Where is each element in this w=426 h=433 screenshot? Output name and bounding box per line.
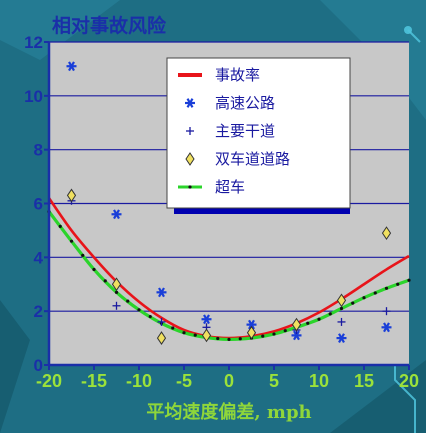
y-tick-label: 0 bbox=[34, 356, 43, 375]
data-point bbox=[111, 209, 122, 220]
series-point bbox=[283, 329, 287, 333]
data-point bbox=[246, 325, 257, 340]
series-point bbox=[182, 331, 186, 335]
data-point bbox=[291, 317, 302, 332]
x-tick-label: 0 bbox=[224, 371, 234, 391]
y-tick-label: 12 bbox=[24, 33, 43, 52]
y-tick-label: 10 bbox=[24, 87, 43, 106]
y-tick-label: 6 bbox=[34, 195, 43, 214]
legend-label: 双车道道路 bbox=[215, 150, 290, 168]
data-point bbox=[381, 226, 392, 241]
series-point bbox=[306, 321, 310, 325]
data-point bbox=[112, 301, 121, 310]
y-tick-label: 8 bbox=[34, 141, 43, 160]
series-point bbox=[227, 337, 231, 342]
x-tick-label: -15 bbox=[81, 371, 107, 391]
series-point bbox=[384, 286, 389, 290]
data-point bbox=[291, 330, 302, 341]
legend-swatch bbox=[186, 127, 194, 135]
data-point bbox=[201, 314, 212, 325]
series-point bbox=[193, 333, 197, 337]
series-point bbox=[216, 336, 220, 341]
x-tick-label: 20 bbox=[399, 371, 419, 391]
legend-label: 主要干道 bbox=[215, 122, 275, 140]
series-point bbox=[407, 278, 411, 282]
series-point bbox=[272, 332, 276, 336]
data-point bbox=[66, 188, 77, 203]
legend-swatch bbox=[185, 152, 195, 166]
legend-label: 超车 bbox=[215, 178, 245, 196]
x-tick-label: 15 bbox=[354, 371, 374, 391]
data-point bbox=[381, 322, 392, 333]
data-point bbox=[201, 328, 212, 343]
legend-swatch-dot bbox=[188, 185, 192, 189]
legend-swatch bbox=[185, 98, 195, 108]
data-point bbox=[336, 333, 347, 343]
series-point bbox=[126, 299, 130, 303]
series-point bbox=[103, 279, 107, 283]
legend-label: 高速公路 bbox=[215, 94, 275, 112]
x-tick-label: -5 bbox=[176, 371, 192, 391]
series-point bbox=[351, 301, 355, 305]
data-point bbox=[66, 61, 77, 72]
series-point bbox=[362, 296, 366, 300]
y-tick-label: 4 bbox=[34, 248, 44, 267]
x-tick-label: 10 bbox=[309, 371, 329, 391]
y-tick-label: 2 bbox=[34, 302, 43, 321]
series-point bbox=[238, 337, 242, 341]
series-point bbox=[148, 314, 152, 319]
x-tick-label: 5 bbox=[269, 371, 279, 391]
data-point bbox=[156, 287, 167, 298]
legend-box bbox=[166, 57, 351, 209]
data-point bbox=[156, 331, 167, 345]
series-point bbox=[396, 282, 400, 286]
series-point bbox=[92, 267, 96, 272]
series-point bbox=[81, 253, 85, 257]
series-point bbox=[171, 326, 175, 330]
series-point bbox=[69, 239, 74, 243]
data-point bbox=[382, 307, 391, 316]
series-point bbox=[373, 291, 377, 295]
x-tick-label: -10 bbox=[126, 371, 152, 391]
series-point bbox=[317, 317, 321, 321]
legend-label: 事故率 bbox=[215, 66, 260, 84]
x-axis-label: 平均速度偏差, mph bbox=[146, 401, 311, 423]
series-point bbox=[114, 290, 119, 294]
data-point bbox=[246, 319, 257, 330]
series-point bbox=[339, 306, 344, 311]
data-point bbox=[157, 317, 166, 326]
series-point bbox=[261, 334, 265, 338]
x-tick-label: -20 bbox=[36, 371, 62, 391]
data-point bbox=[337, 317, 346, 326]
series-point bbox=[58, 224, 62, 228]
series-point bbox=[328, 312, 332, 316]
chart-title: 相对事故风险 bbox=[52, 14, 167, 37]
data-point bbox=[111, 277, 122, 292]
data-point bbox=[336, 293, 347, 308]
series-point bbox=[137, 308, 141, 312]
